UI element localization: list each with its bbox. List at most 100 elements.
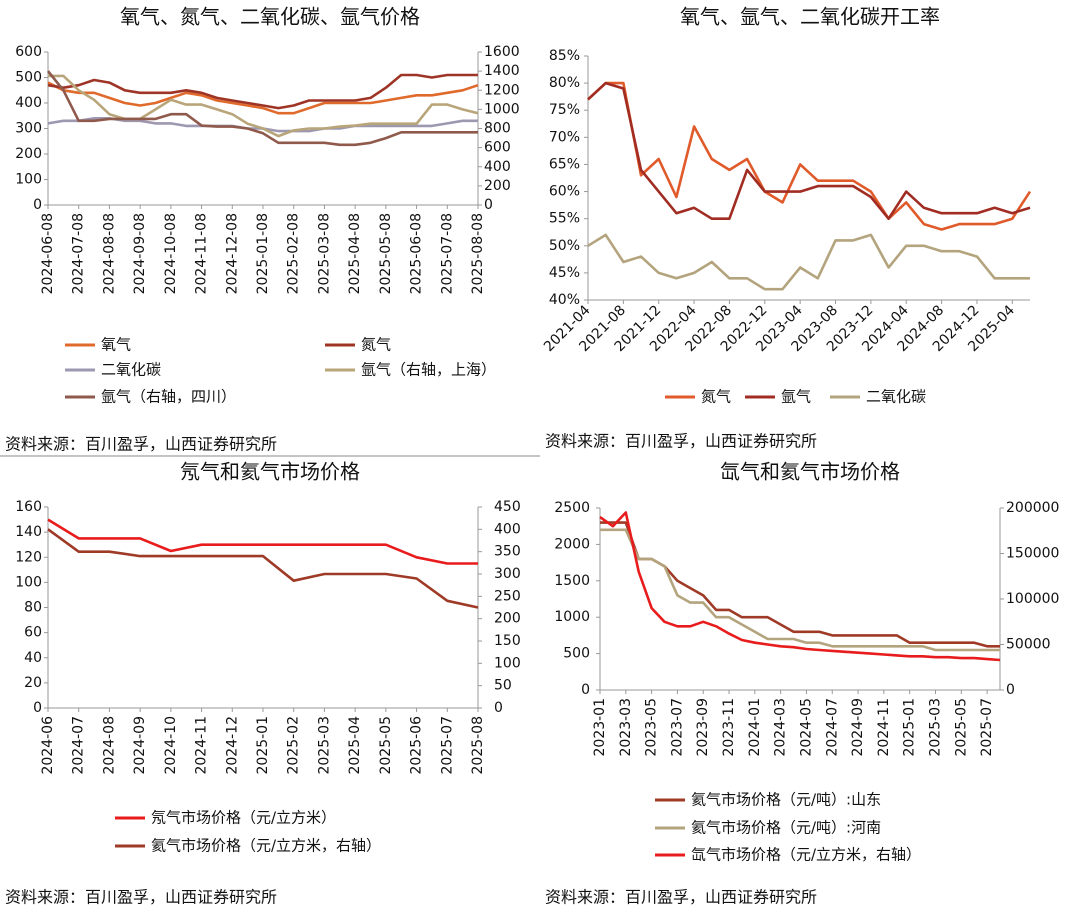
x-tick-label: 2023-05	[644, 698, 660, 757]
chart-title: 氙气和氦气市场价格	[720, 460, 900, 484]
y2-tick-label: 150000	[1006, 546, 1059, 562]
y-tick-label: 45%	[549, 265, 580, 281]
x-tick-label: 2025-04	[347, 716, 363, 775]
y2-tick-label: 350	[494, 544, 521, 560]
x-tick-label: 2023-09	[695, 698, 711, 757]
x-tick-label: 2024-07-08	[71, 213, 87, 294]
source-note: 资料来源：百川盈孚，山西证券研究所	[5, 435, 277, 454]
legend-label: 氮气	[701, 388, 731, 406]
x-tick-label: 2025-03-08	[316, 213, 332, 294]
legend-label: 二氧化碳	[101, 361, 161, 379]
legend-label: 氦气市场价格（元/吨）:山东	[691, 791, 881, 809]
series-line	[587, 81, 1032, 231]
series-line	[47, 518, 478, 565]
x-tick-label: 2025-03	[927, 698, 943, 757]
y-tick-label: 200	[15, 146, 42, 162]
y2-tick-label: 1200	[484, 82, 520, 98]
series-line	[48, 74, 479, 138]
y-tick-label: 80%	[549, 75, 580, 91]
x-tick-label: 2024-09-08	[132, 213, 148, 294]
y2-tick-label: 250	[494, 588, 521, 604]
x-tick-label: 2023-01	[592, 698, 608, 757]
chart-title: 氧气、氩气、二氧化碳开工率	[680, 5, 940, 29]
y2-tick-label: 300	[494, 566, 521, 582]
x-tick-label: 2024-12	[224, 716, 240, 775]
y-tick-label: 500	[15, 70, 42, 86]
y2-tick-label: 800	[484, 121, 511, 137]
y-tick-label: 80	[24, 600, 42, 616]
y-tick-label: 55%	[549, 211, 580, 227]
x-tick-label: 2024-06	[40, 716, 56, 775]
y-tick-label: 0	[33, 197, 42, 213]
y-tick-label: 60	[24, 625, 42, 641]
y2-tick-label: 1400	[484, 63, 520, 79]
series-line	[47, 528, 479, 609]
y2-tick-label: 50	[494, 678, 512, 694]
x-tick-label: 2024-08	[101, 716, 117, 775]
x-tick-label: 2024-05	[798, 698, 814, 757]
y-tick-label: 1500	[554, 573, 590, 589]
x-tick-label: 2023-03	[618, 698, 634, 757]
x-tick-label: 2025-06-08	[409, 213, 425, 294]
x-tick-label: 2024-11	[876, 698, 892, 757]
y-tick-label: 400	[15, 95, 42, 111]
x-tick-label: 2024-12-08	[224, 213, 240, 294]
y-tick-label: 85%	[549, 48, 580, 64]
x-tick-label: 2025-04-08	[347, 213, 363, 294]
x-tick-label: 2025-01-08	[255, 213, 271, 294]
y2-tick-label: 200	[484, 178, 511, 194]
y2-tick-label: 0	[494, 700, 503, 716]
x-tick-label: 2024-09	[132, 716, 148, 775]
legend-label: 氩气	[781, 388, 811, 406]
series-line	[587, 81, 1031, 220]
y-tick-label: 70%	[549, 129, 580, 145]
series-line	[587, 233, 1030, 291]
y-tick-label: 40	[24, 650, 42, 666]
x-tick-label: 2024-11-08	[194, 213, 210, 294]
x-tick-label: 2023-11	[721, 698, 737, 757]
series-line	[599, 511, 1001, 662]
x-tick-label: 2025-02	[286, 716, 302, 775]
x-tick-label: 2025-08	[470, 716, 486, 775]
chart-title: 氖气和氦气市场价格	[180, 460, 360, 484]
legend-label: 氖气市场价格（元/立方米）	[151, 809, 336, 827]
y-tick-label: 100	[15, 172, 42, 188]
y-tick-label: 60%	[549, 184, 580, 200]
y-tick-label: 600	[15, 44, 42, 60]
legend-label: 二氧化碳	[866, 388, 926, 406]
x-tick-label: 2025-02-08	[286, 213, 302, 294]
x-tick-label: 2025-08-08	[470, 213, 486, 294]
source-note: 资料来源：百川盈孚，山西证券研究所	[545, 432, 817, 451]
legend-label: 氩气（右轴，四川）	[101, 388, 236, 406]
x-tick-label: 2025-06	[409, 716, 425, 775]
series-line	[47, 81, 479, 115]
y-tick-label: 75%	[549, 102, 580, 118]
y-tick-label: 140	[15, 524, 42, 540]
y-tick-label: 500	[563, 646, 590, 662]
series-line	[46, 70, 478, 147]
legend-label: 氮气	[361, 336, 391, 354]
x-tick-label: 2024-07	[824, 698, 840, 757]
y-tick-label: 160	[15, 499, 42, 515]
y2-tick-label: 0	[1006, 682, 1015, 698]
y-tick-label: 1000	[554, 609, 590, 625]
legend-label: 氩气（右轴，上海）	[361, 361, 496, 379]
x-tick-label: 2024-07	[71, 716, 87, 775]
x-tick-label: 2023-07	[669, 698, 685, 757]
y2-tick-label: 600	[484, 140, 511, 156]
x-tick-label: 2025-01	[902, 698, 918, 757]
x-tick-label: 2024-10	[163, 716, 179, 775]
x-tick-label: 2024-03	[773, 698, 789, 757]
y2-tick-label: 1000	[484, 101, 520, 117]
y-tick-label: 50%	[549, 238, 580, 254]
y-tick-label: 300	[15, 121, 42, 137]
y-tick-label: 40%	[549, 292, 580, 308]
x-tick-label: 2025-07	[979, 698, 995, 757]
x-tick-label: 2025-07	[439, 716, 455, 775]
x-tick-label: 2024-06-08	[40, 213, 56, 294]
y-tick-label: 0	[33, 700, 42, 716]
y-tick-label: 120	[15, 549, 42, 565]
legend-label: 氦气市场价格（元/吨）:河南	[691, 819, 881, 837]
y-tick-label: 2500	[554, 500, 590, 516]
